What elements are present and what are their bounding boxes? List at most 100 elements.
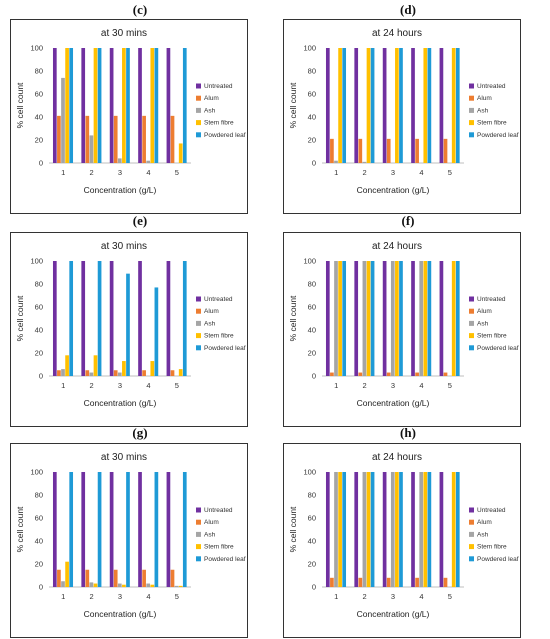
bar-powdered-leaf — [427, 261, 432, 376]
legend-swatch — [196, 296, 201, 302]
panel-label-g: (g) — [132, 425, 148, 440]
y-tick-label: 80 — [35, 280, 43, 289]
x-tick-label: 5 — [175, 168, 179, 177]
y-tick-label: 40 — [308, 537, 316, 546]
bar-powdered-leaf — [427, 48, 432, 163]
legend-label: Ash — [477, 107, 489, 114]
x-tick-label: 5 — [448, 381, 452, 390]
x-axis-title: Concentration (g/L) — [84, 185, 157, 195]
y-tick-label: 0 — [39, 372, 43, 381]
bar-ash — [146, 583, 151, 587]
y-tick-label: 60 — [308, 514, 316, 523]
chart-panel-d: at 24 hours 0 20 40 60 80 100 % cell count 1 2 3 4 5… — [283, 19, 521, 214]
chart-title: at 24 hours — [372, 452, 422, 463]
bar-alum — [330, 577, 334, 587]
y-tick-label: 40 — [35, 113, 43, 122]
bar-untreated — [138, 261, 142, 376]
bar-stem-fibre — [150, 48, 155, 163]
bar-powdered-leaf — [97, 48, 102, 163]
y-tick-label: 20 — [308, 560, 316, 569]
x-tick-label: 3 — [118, 168, 122, 177]
legend-swatch — [469, 95, 474, 101]
y-tick-label: 100 — [303, 44, 316, 53]
y-tick-label: 100 — [303, 468, 316, 477]
bar-untreated — [382, 472, 387, 587]
legend-swatch — [469, 107, 474, 113]
legend-label: Stem fibre — [204, 333, 234, 340]
legend-label: Ash — [477, 320, 489, 327]
x-tick-label: 3 — [118, 592, 122, 601]
x-tick-label: 2 — [90, 381, 94, 390]
legend-swatch — [196, 333, 201, 339]
bar-untreated — [439, 472, 444, 587]
legend-label: Alum — [477, 519, 492, 526]
bar-untreated — [382, 261, 387, 376]
bar-stem-fibre — [178, 585, 183, 587]
legend-label: Powdered leaf — [477, 556, 519, 563]
bar-stem-fibre — [178, 143, 183, 163]
legend-swatch — [469, 544, 474, 550]
chart-title: at 24 hours — [372, 241, 422, 252]
chart-panel-h: at 24 hours 0 20 40 60 80 100 % cell count 1 2 3 4 5… — [283, 443, 521, 638]
bar-powdered-leaf — [370, 472, 375, 587]
y-tick-label: 20 — [35, 560, 43, 569]
bar-powdered-leaf — [455, 472, 460, 587]
y-axis-title: % cell count — [15, 82, 25, 128]
chart-title: at 24 hours — [372, 28, 422, 39]
legend-swatch — [469, 345, 474, 351]
bar-alum — [415, 372, 419, 376]
legend-label: Ash — [204, 531, 216, 538]
legend-label: Ash — [204, 107, 216, 114]
x-tick-label: 2 — [363, 381, 367, 390]
legend-label: Untreated — [204, 296, 233, 303]
bar-stem-fibre — [423, 472, 428, 587]
legend-label: Alum — [204, 308, 219, 315]
bar-ash — [117, 372, 122, 376]
bar-stem-fibre — [178, 369, 183, 376]
bar-alum — [443, 577, 448, 587]
y-axis-title: % cell count — [288, 295, 298, 341]
y-tick-label: 80 — [308, 67, 316, 76]
bar-powdered-leaf — [427, 472, 432, 587]
bar-stem-fibre — [423, 48, 428, 163]
x-tick-label: 1 — [334, 592, 338, 601]
bar-ash — [117, 583, 122, 587]
legend-swatch — [469, 333, 474, 339]
bar-untreated — [52, 261, 57, 376]
bar-ash — [89, 135, 94, 163]
y-axis-title: % cell count — [288, 506, 298, 552]
bar-untreated — [52, 48, 57, 163]
y-tick-label: 60 — [35, 303, 43, 312]
bar-stem-fibre — [451, 261, 456, 376]
legend-label: Stem fibre — [477, 120, 507, 127]
bar-stem-fibre — [122, 584, 126, 587]
bar-powdered-leaf — [154, 287, 159, 376]
bar-untreated — [325, 48, 330, 163]
x-tick-label: 4 — [146, 381, 150, 390]
chart-svg: at 24 hours 0 20 40 60 80 100 % cell count 1 2 3 4 5… — [288, 241, 519, 408]
x-tick-label: 1 — [61, 168, 65, 177]
legend-label: Alum — [477, 95, 492, 102]
legend-label: Powdered leaf — [204, 132, 246, 139]
legend-swatch — [196, 83, 201, 89]
bar-alum — [170, 115, 175, 163]
bar-ash — [89, 372, 94, 376]
legend-label: Untreated — [477, 296, 506, 303]
bar-ash — [362, 161, 367, 163]
legend-label: Powdered leaf — [477, 132, 519, 139]
bar-powdered-leaf — [399, 472, 403, 587]
bar-untreated — [411, 48, 415, 163]
bar-untreated — [166, 472, 171, 587]
bar-alum — [330, 138, 334, 163]
legend-swatch — [196, 308, 201, 314]
bar-untreated — [411, 261, 415, 376]
bar-powdered-leaf — [69, 48, 74, 163]
bar-untreated — [166, 48, 171, 163]
bar-stem-fibre — [338, 261, 342, 376]
y-tick-label: 20 — [35, 349, 43, 358]
bar-stem-fibre — [451, 472, 456, 587]
bar-ash — [334, 160, 338, 163]
y-tick-label: 60 — [35, 90, 43, 99]
legend-label: Powdered leaf — [204, 345, 246, 352]
bar-stem-fibre — [150, 361, 155, 376]
